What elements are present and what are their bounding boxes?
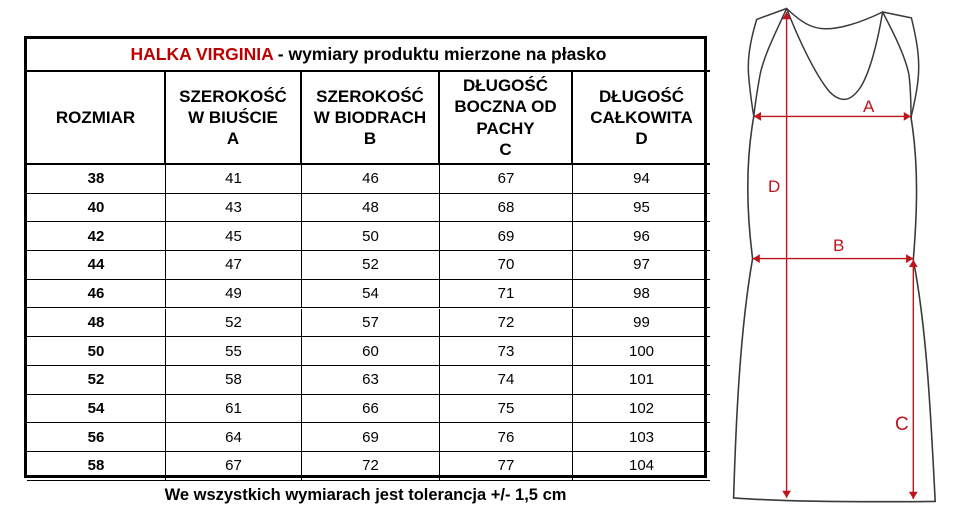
svg-text:D: D bbox=[768, 177, 780, 196]
svg-text:B: B bbox=[833, 236, 844, 255]
svg-text:A: A bbox=[863, 97, 875, 116]
svg-text:C: C bbox=[895, 414, 909, 435]
